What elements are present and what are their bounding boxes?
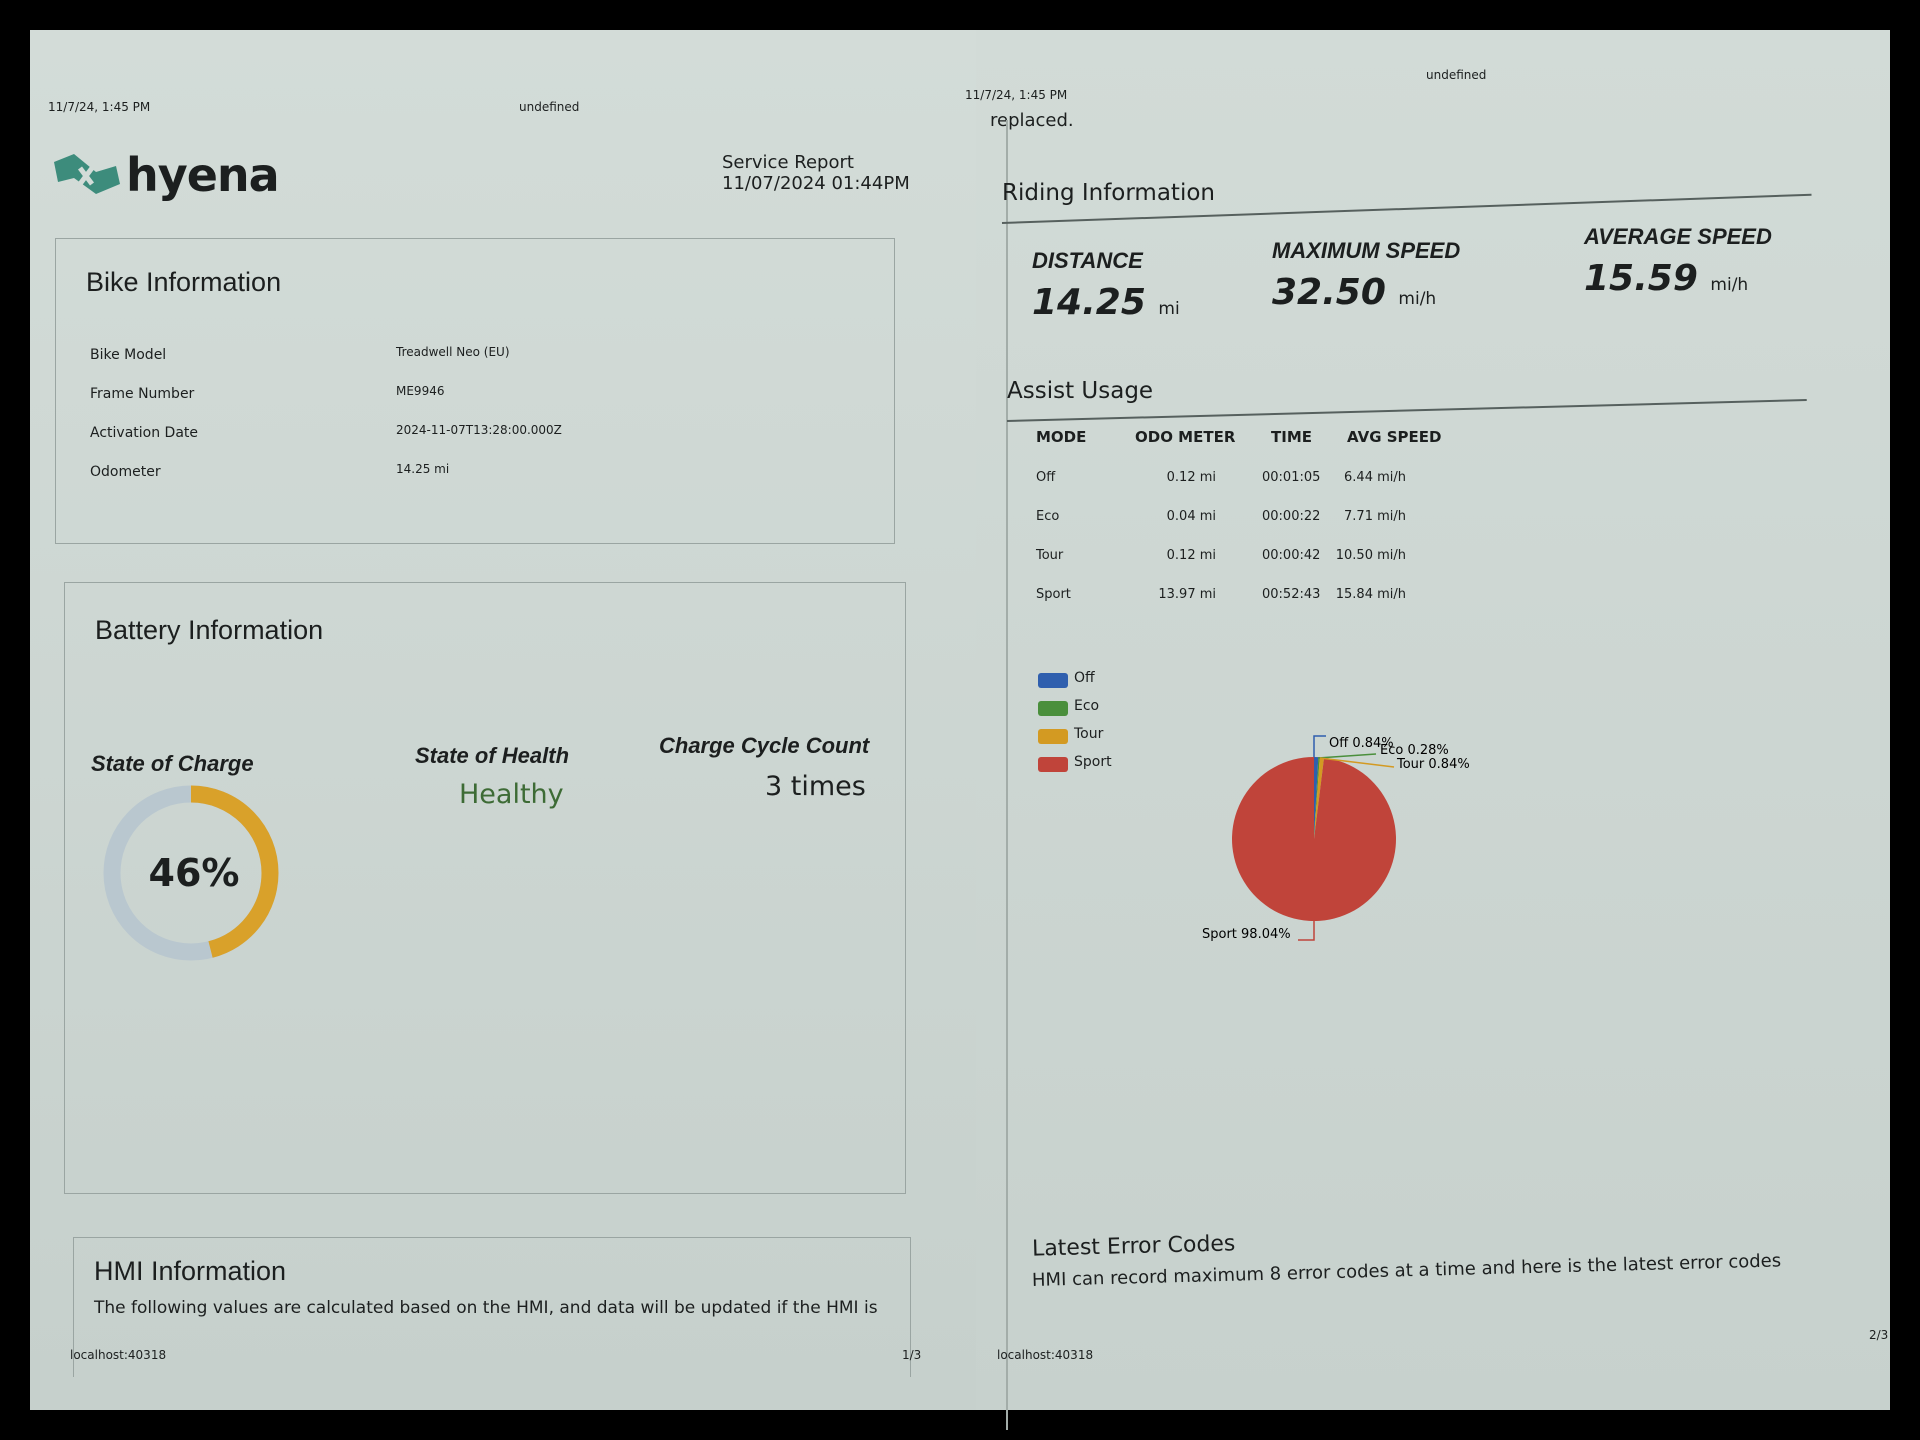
cycle-value: 3 times	[765, 771, 866, 802]
battery-info-section: Battery Information State of Charge 46% …	[64, 582, 906, 1194]
legend-label: Tour	[1074, 726, 1104, 742]
table-cell: 15.84 mi/h	[1335, 587, 1406, 602]
table-cell: 0.04 mi	[1166, 509, 1216, 524]
pie-slice-eco	[1314, 757, 1320, 839]
stat-unit: mi/h	[1398, 289, 1437, 309]
table-cell: 00:52:43	[1262, 587, 1321, 602]
footer-url: localhost:40318	[997, 1348, 1094, 1362]
stat-value: 14.25 mi	[1032, 282, 1180, 323]
table-cell: 6.44 mi/h	[1344, 470, 1406, 485]
soc-value: 46%	[148, 851, 240, 895]
info-value: Treadwell Neo (EU)	[396, 345, 510, 359]
pie-leader-line	[1313, 735, 1326, 757]
soh-label: State of Health	[415, 743, 570, 768]
report-page-2: 11/7/24, 1:45 PM undefined replaced. Rid…	[965, 30, 1890, 1430]
column-header: AVG SPEED	[1347, 428, 1442, 446]
stat-label: AVERAGE SPEED	[1584, 224, 1772, 249]
page-number: 1/3	[902, 1348, 922, 1362]
info-label: Activation Date	[90, 425, 199, 441]
logo-text: hyena	[126, 148, 280, 202]
table-cell: Eco	[1036, 509, 1060, 524]
legend-label: Sport	[1074, 754, 1112, 770]
legend-label: Eco	[1074, 698, 1100, 714]
footer-url: localhost:40318	[70, 1348, 167, 1362]
info-label: Bike Model	[90, 347, 167, 363]
assist-title: Assist Usage	[1007, 378, 1154, 404]
hmi-info-section: HMI Information The following values are…	[73, 1237, 911, 1377]
hyena-logo: hyena	[52, 148, 280, 202]
bike-info-section: Bike Information Bike Model Treadwell Neo…	[55, 238, 895, 544]
stat-value: 32.50 mi/h	[1272, 272, 1436, 313]
stat-number: 14.25	[1032, 282, 1146, 323]
info-label: Odometer	[90, 464, 161, 480]
stat-label: DISTANCE	[1032, 248, 1143, 273]
legend-swatch	[1038, 701, 1068, 716]
stat-number: 15.59	[1584, 258, 1698, 299]
table-cell: 0.12 mi	[1166, 470, 1216, 485]
table-cell: 00:00:22	[1262, 509, 1321, 524]
report-page-1: 11/7/24, 1:45 PM undefined hyena Service…	[30, 30, 976, 1410]
column-header: TIME	[1271, 428, 1312, 446]
pie-slice-tour	[1314, 757, 1325, 839]
print-title: undefined	[1426, 68, 1487, 82]
legend-swatch	[1038, 673, 1068, 688]
table-cell: Off	[1036, 470, 1056, 485]
soc-donut	[103, 785, 279, 961]
info-label: Frame Number	[90, 386, 195, 402]
pie-data-label: Tour 0.84%	[1396, 757, 1470, 772]
legend-swatch	[1038, 729, 1068, 744]
info-value: ME9946	[396, 384, 445, 398]
errors-title: Latest Error Codes	[1031, 1231, 1236, 1262]
pie-data-label: Sport 98.04%	[1202, 927, 1291, 942]
table-cell: Sport	[1036, 587, 1071, 602]
stat-value: 15.59 mi/h	[1584, 258, 1748, 299]
pie-data-label: Eco 0.28%	[1380, 743, 1449, 758]
stat-label: MAXIMUM SPEED	[1272, 238, 1461, 263]
info-value: 2024-11-07T13:28:00.000Z	[396, 423, 562, 437]
table-cell: 10.50 mi/h	[1335, 548, 1406, 563]
table-cell: 00:01:05	[1262, 470, 1321, 485]
section-description: The following values are calculated base…	[94, 1298, 878, 1318]
table-cell: 0.12 mi	[1166, 548, 1216, 563]
print-title: undefined	[519, 100, 580, 114]
report-title: Service Report	[722, 152, 854, 173]
donut-charge-arc	[103, 785, 279, 961]
page-border	[1006, 120, 1008, 1430]
pie-leader-line	[1319, 757, 1395, 768]
table-cell: 00:00:42	[1262, 548, 1321, 563]
print-date: 11/7/24, 1:45 PM	[48, 100, 151, 114]
stat-number: 32.50	[1272, 272, 1386, 313]
pie-data-label: Off 0.84%	[1329, 736, 1394, 751]
soc-label: State of Charge	[91, 751, 254, 776]
continued-text: replaced.	[990, 110, 1074, 131]
print-date: 11/7/24, 1:45 PM	[965, 88, 1068, 102]
page-number: 2/3	[1869, 1328, 1889, 1342]
section-title: Bike Information	[86, 267, 282, 297]
soh-value: Healthy	[459, 779, 564, 810]
pie-slice-sport	[1232, 757, 1397, 921]
logo-icon	[54, 154, 120, 194]
table-cell: Tour	[1036, 548, 1064, 563]
column-header: ODO METER	[1135, 428, 1236, 446]
riding-title: Riding Information	[1002, 180, 1215, 206]
info-value: 14.25 mi	[396, 462, 450, 476]
legend-swatch	[1038, 757, 1068, 772]
section-title: Battery Information	[95, 615, 324, 645]
legend-label: Off	[1074, 670, 1095, 686]
assist-pie-chart: Off 0.84%Eco 0.28%Tour 0.84% Sport 98.04%	[1202, 735, 1470, 942]
stat-unit: mi/h	[1710, 275, 1749, 295]
table-cell: 7.71 mi/h	[1344, 509, 1406, 524]
cycle-label: Charge Cycle Count	[659, 733, 870, 758]
table-cell: 13.97 mi	[1158, 587, 1216, 602]
column-header: MODE	[1036, 428, 1087, 446]
pie-leader-line	[1298, 921, 1315, 941]
report-datetime: 11/07/2024 01:44PM	[722, 173, 910, 194]
section-title: HMI Information	[94, 1256, 287, 1286]
pie-leader-line	[1317, 753, 1377, 759]
pie-slice-off	[1314, 757, 1319, 839]
stat-unit: mi	[1158, 299, 1180, 319]
